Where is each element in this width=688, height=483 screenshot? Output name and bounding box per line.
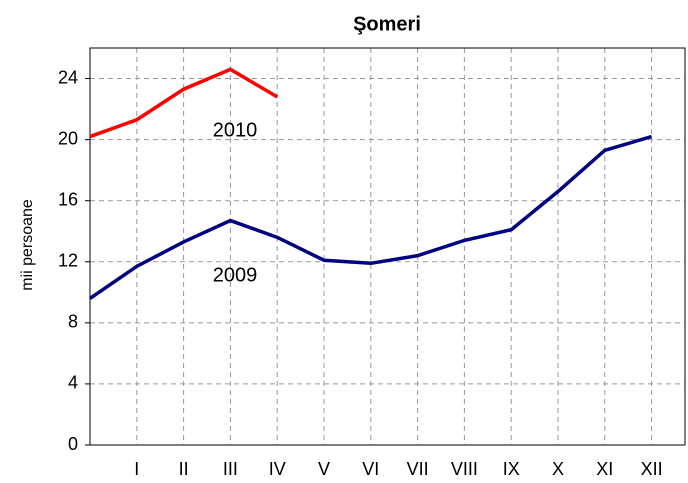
y-tick-label: 24 <box>58 67 78 87</box>
x-tick-label: VII <box>407 459 429 479</box>
x-tick-label: V <box>318 459 330 479</box>
x-tick-label: IX <box>503 459 520 479</box>
chart-title: Şomeri <box>353 13 421 35</box>
y-tick-label: 16 <box>58 189 78 209</box>
x-tick-label: III <box>223 459 238 479</box>
y-tick-label: 20 <box>58 128 78 148</box>
series-annotation: 2010 <box>213 119 258 141</box>
plot-border <box>89 47 686 446</box>
y-tick-label: 12 <box>58 251 78 271</box>
y-tick-label: 8 <box>68 312 78 332</box>
x-tick-label: XI <box>596 459 613 479</box>
y-tick-label: 4 <box>68 373 78 393</box>
x-tick-label: IV <box>269 459 286 479</box>
x-tick-label: XII <box>641 459 663 479</box>
y-axis-label: mii persoane <box>19 199 36 291</box>
x-tick-label: II <box>179 459 189 479</box>
series-line <box>89 134 653 300</box>
x-tick-label: I <box>134 459 139 479</box>
series-line <box>89 67 279 139</box>
y-tick-label: 0 <box>68 434 78 454</box>
series-annotation: 2009 <box>213 264 258 286</box>
x-tick-label: X <box>552 459 564 479</box>
x-tick-label: VI <box>362 459 379 479</box>
x-tick-label: VIII <box>451 459 478 479</box>
